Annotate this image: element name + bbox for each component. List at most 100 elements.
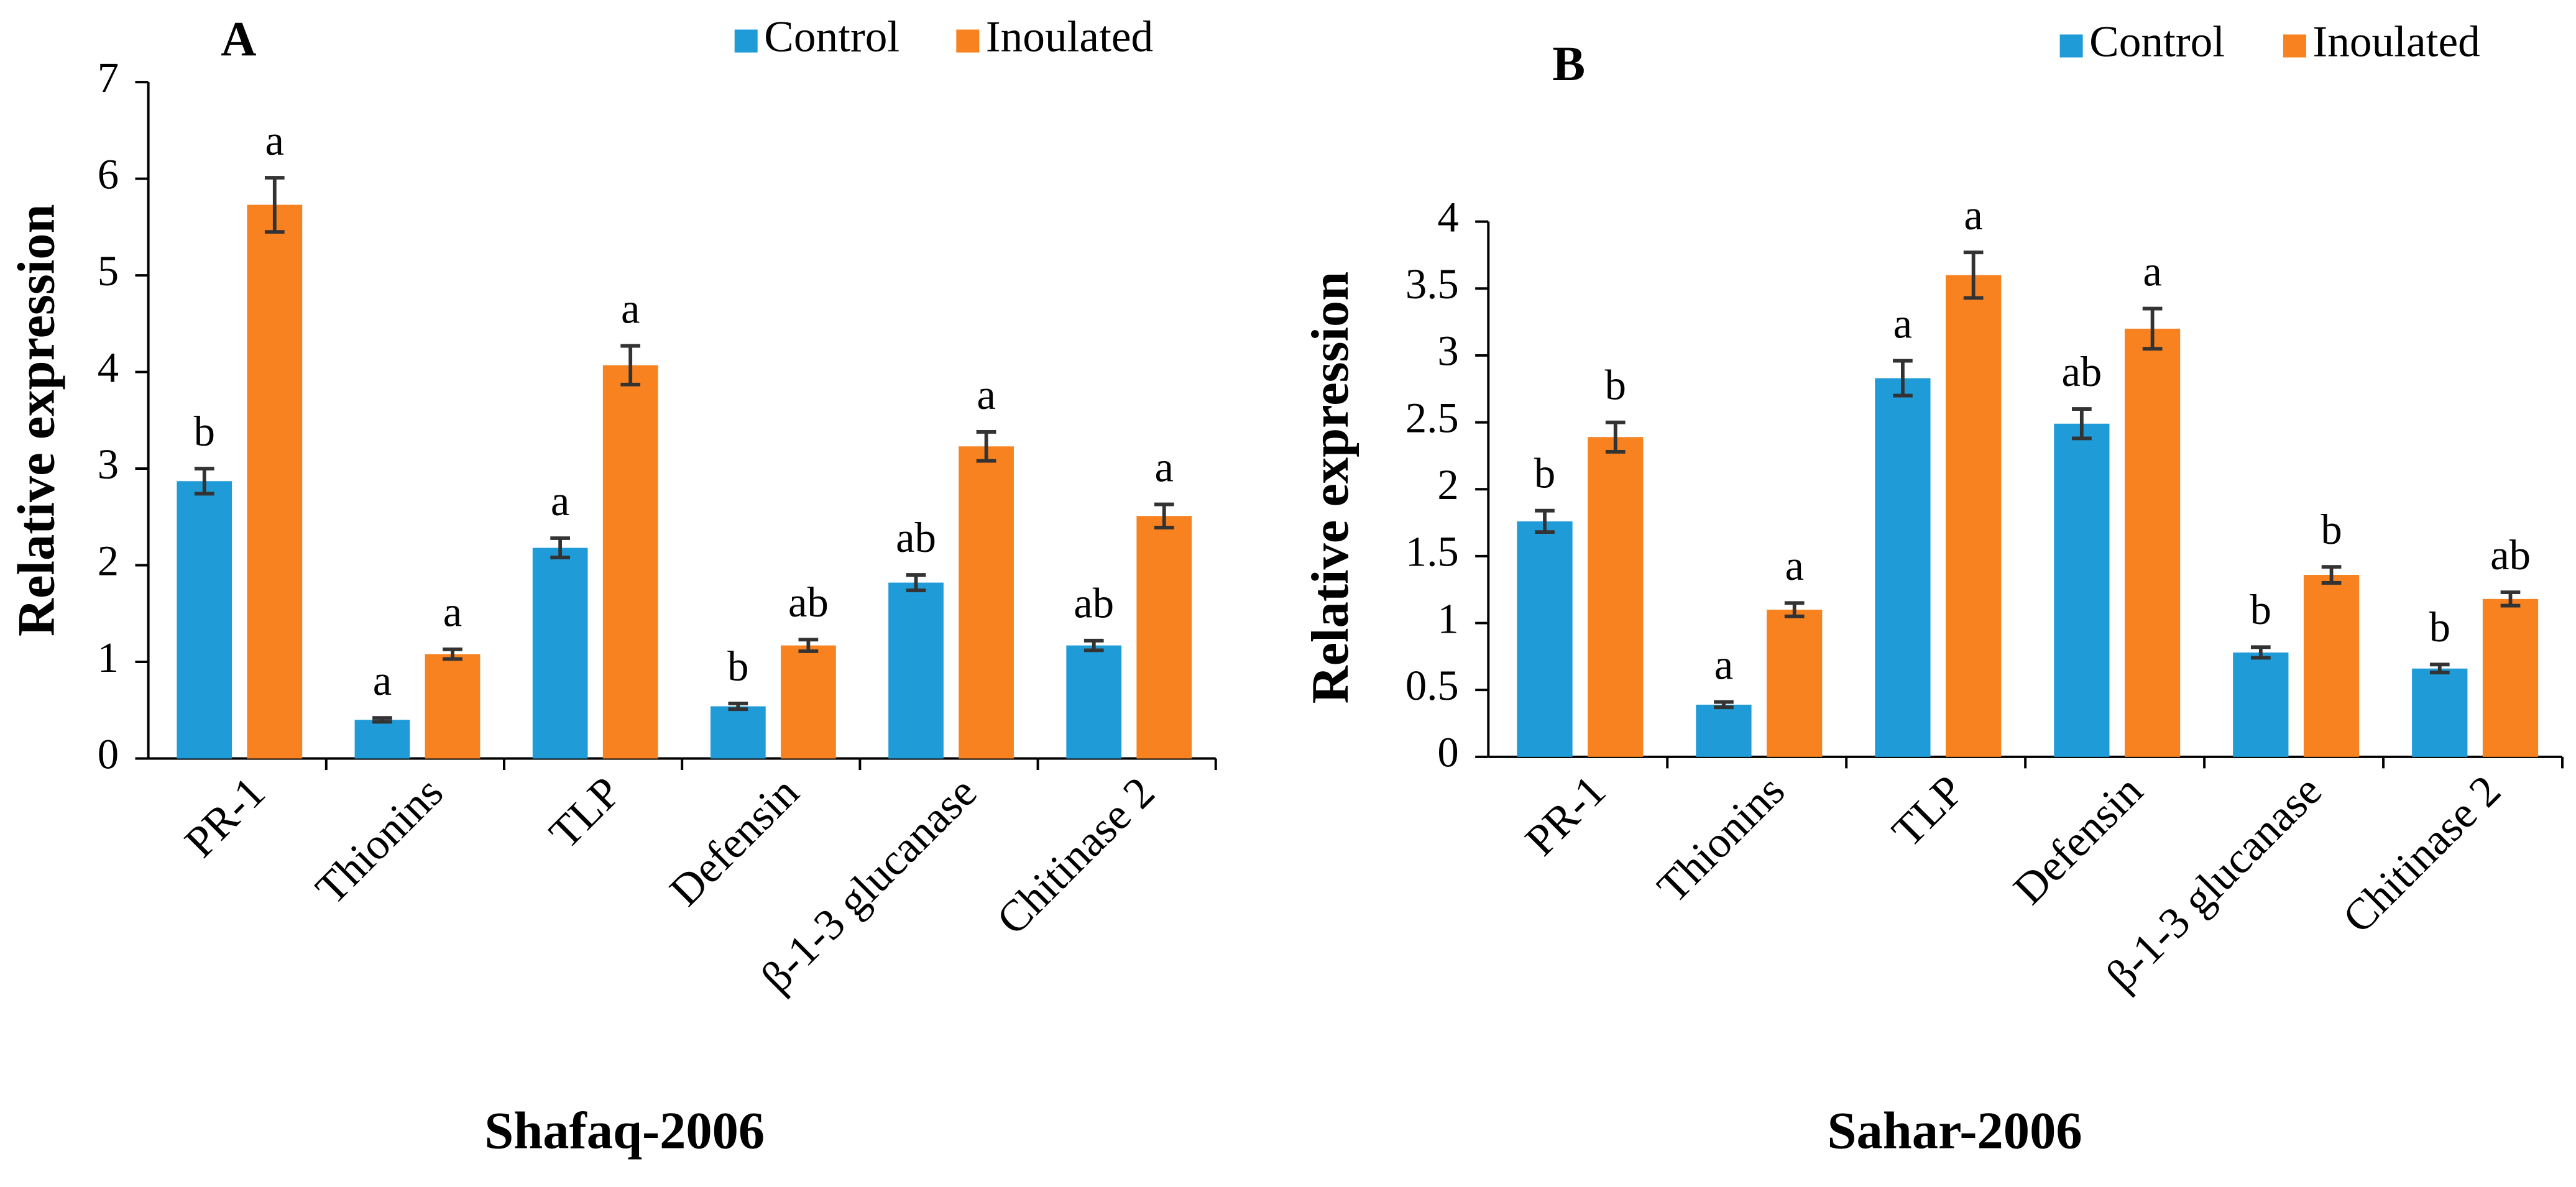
significance-letter: b	[1605, 362, 1626, 409]
y-axis-title: Relative expression	[1302, 272, 1359, 704]
x-tick-label: Chitinase 2	[987, 768, 1164, 944]
bar	[959, 446, 1014, 759]
significance-letter: a	[1714, 641, 1733, 689]
significance-letter: b	[194, 408, 215, 455]
legend-label: Inoulated	[2312, 17, 2480, 66]
bar	[1875, 378, 1931, 757]
significance-letter: a	[977, 371, 995, 418]
error-bar	[1154, 502, 1174, 529]
y-tick-label: 1	[1437, 595, 1458, 642]
bar	[2303, 575, 2360, 757]
error-bar	[1714, 700, 1734, 710]
y-tick-label: 1	[98, 634, 119, 681]
x-tick-label: Thionins	[306, 768, 453, 914]
error-bar	[1893, 359, 1913, 398]
error-bar	[1963, 250, 1984, 300]
bar	[247, 204, 303, 759]
error-bar	[620, 344, 641, 387]
x-axis-title: Shafaq-2006	[484, 1102, 765, 1160]
significance-letter: ab	[788, 579, 829, 626]
legend-swatch	[734, 29, 758, 53]
error-bar	[2142, 306, 2163, 351]
legend-swatch	[2283, 34, 2306, 58]
significance-letter: a	[265, 117, 284, 164]
significance-letter: a	[1785, 542, 1803, 589]
significance-letter: a	[1893, 300, 1912, 347]
error-bar	[2500, 590, 2521, 608]
significance-letter: ab	[896, 514, 936, 561]
bar	[1066, 645, 1122, 759]
bar	[354, 720, 410, 759]
significance-letter: b	[2429, 603, 2450, 651]
x-tick-label: PR-1	[1516, 766, 1616, 865]
bar	[2054, 423, 2110, 757]
y-tick-label: 3	[98, 441, 119, 488]
panel-label: B	[1552, 37, 1585, 91]
error-bar	[2429, 662, 2450, 675]
x-tick-label: TLP	[1883, 766, 1974, 856]
error-bar	[372, 716, 392, 724]
bar	[710, 706, 766, 759]
bar	[1946, 275, 2002, 757]
legend-label: Control	[2089, 17, 2225, 66]
error-bar	[264, 176, 285, 234]
error-bar	[1605, 420, 1626, 454]
legend-swatch	[956, 29, 980, 53]
error-bar	[1535, 508, 1555, 534]
significance-letter: b	[727, 643, 748, 690]
bar	[2482, 598, 2539, 757]
error-bar	[1784, 601, 1805, 618]
y-tick-label: 0	[1437, 729, 1458, 776]
bar	[1517, 521, 1573, 757]
x-tick-label: Defensin	[2004, 766, 2152, 914]
significance-letter: a	[2143, 248, 2161, 295]
legend-label: Control	[764, 12, 899, 61]
bar	[177, 481, 232, 759]
bar	[1136, 516, 1192, 759]
y-tick-label: 2	[98, 537, 119, 584]
y-tick-label: 0.5	[1405, 662, 1459, 709]
y-tick-label: 3	[1437, 328, 1458, 375]
y-tick-label: 1.5	[1405, 528, 1459, 575]
error-bar	[194, 467, 214, 496]
bar	[1767, 610, 1823, 757]
error-bar	[2321, 565, 2342, 585]
significance-letter: a	[1155, 443, 1174, 490]
significance-letter: b	[2321, 506, 2342, 553]
error-bar	[976, 430, 996, 463]
error-bar	[728, 701, 748, 712]
bar	[602, 365, 658, 759]
error-bar	[906, 573, 926, 592]
x-tick-label: TLP	[540, 768, 630, 858]
significance-letter: b	[1534, 450, 1555, 497]
y-tick-label: 2	[1437, 461, 1458, 508]
bar	[1588, 437, 1644, 757]
error-bar	[443, 647, 462, 661]
bar	[2412, 668, 2468, 757]
x-tick-label: Chitinase 2	[2334, 766, 2510, 942]
y-tick-label: 0	[98, 730, 119, 777]
significance-letter: a	[1964, 191, 1982, 239]
panel-label: A	[221, 12, 256, 67]
significance-letter: ab	[2061, 348, 2102, 395]
y-tick-label: 5	[98, 247, 119, 295]
x-tick-label: Thionins	[1648, 766, 1794, 912]
x-tick-label: Defensin	[660, 768, 808, 915]
bar	[781, 645, 836, 759]
x-tick-label: PR-1	[175, 768, 275, 867]
y-axis-title: Relative expression	[7, 204, 65, 636]
bar	[2233, 652, 2289, 757]
error-bar	[798, 638, 819, 653]
legend-label: Inoulated	[986, 12, 1153, 61]
bar	[425, 654, 481, 759]
bar	[532, 548, 588, 759]
y-tick-label: 7	[98, 54, 119, 101]
significance-letter: a	[621, 285, 640, 332]
y-tick-label: 4	[98, 344, 119, 391]
y-tick-label: 6	[98, 150, 119, 198]
significance-letter: b	[2250, 586, 2271, 633]
x-axis-title: Sahar-2006	[1828, 1102, 2082, 1160]
significance-letter: ab	[1074, 580, 1114, 627]
